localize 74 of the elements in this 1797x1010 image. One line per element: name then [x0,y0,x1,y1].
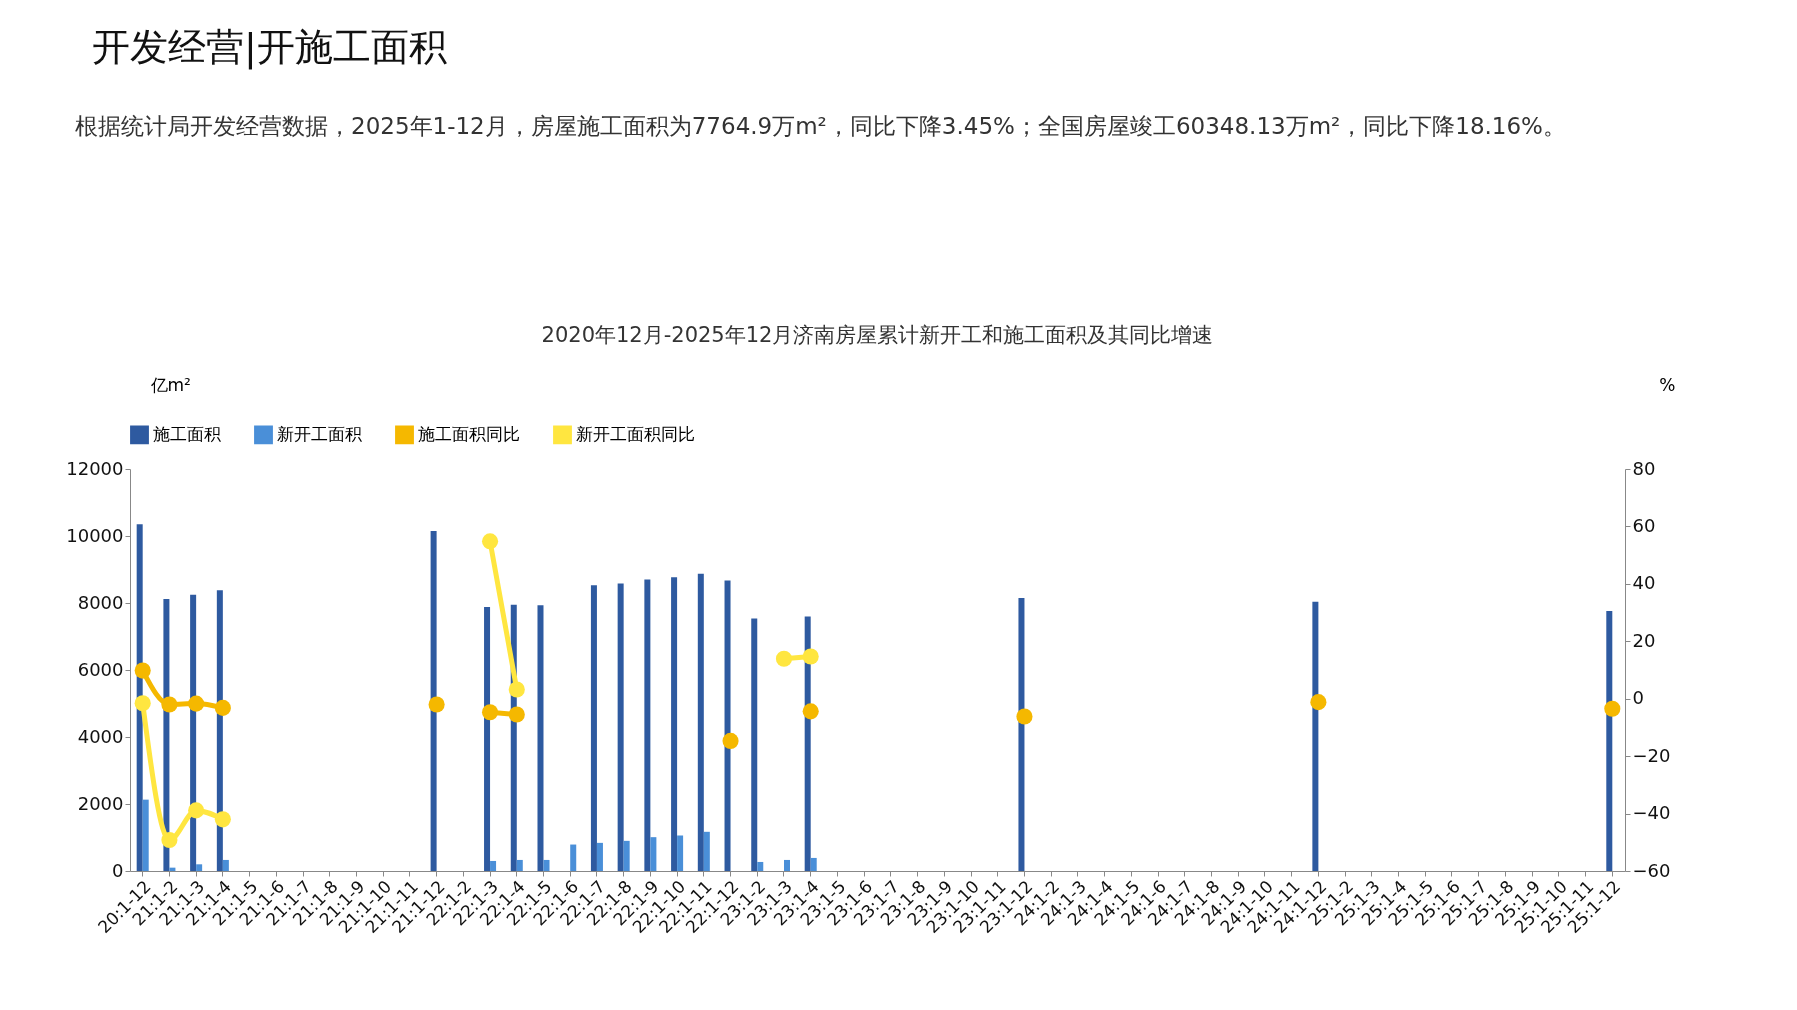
chart-title: 2020年12月-2025年12月济南房屋累计新开工和施工面积及其同比增速 [541,323,1214,347]
bar [543,859,550,871]
y2-tick-label: 40 [1632,572,1656,594]
bar [590,585,597,871]
bar [136,524,143,871]
bar [810,857,817,871]
legend-label: 施工面积 [153,423,221,444]
bar [697,573,704,871]
y2-tick-label: −20 [1632,744,1671,766]
point [188,695,205,712]
y-tick-label: 2000 [77,792,124,814]
bar [650,837,657,871]
bar [617,583,624,871]
bar [430,530,437,871]
bar [1018,597,1025,871]
bar [484,607,491,871]
bar [644,579,651,871]
bar [703,831,710,871]
y-tick-label: 8000 [77,591,124,613]
bar [1312,601,1319,871]
point [508,706,525,723]
bar [757,861,764,871]
y-tick-label: 6000 [77,658,124,680]
point [188,802,205,819]
bar [490,860,497,871]
y-tick-label: 4000 [77,725,124,747]
bar [570,844,577,871]
bar [623,840,630,871]
bar [1606,611,1613,871]
bar [196,864,203,871]
y2-tick-label: 60 [1632,514,1656,536]
point [775,650,793,667]
legend-label: 新开工面积同比 [576,423,695,444]
point [802,703,819,720]
point [802,648,819,665]
point [508,681,525,698]
point [722,732,739,749]
text: 开发经营|开施工面积 [92,24,447,72]
point [1016,708,1033,725]
point [134,695,151,712]
point [161,696,178,713]
y2-tick-label: 0 [1632,687,1644,709]
point [1604,700,1621,717]
bar [724,580,731,871]
y-axis-title: 亿m² [149,374,191,395]
point [428,696,445,713]
point [481,704,499,721]
legend-label: 施工面积同比 [418,423,520,444]
point [481,533,499,550]
y-tick-label: 0 [112,859,124,881]
bar [222,859,229,871]
bar [537,605,544,871]
y2-axis-title: % [1659,374,1676,395]
legend-label: 新开工面积 [277,423,362,444]
bar [751,618,758,871]
bar [169,867,176,871]
y2-tick-label: −60 [1632,859,1671,881]
point [134,662,151,679]
y2-tick-label: 80 [1632,457,1656,479]
point [161,831,178,849]
y2-tick-label: −40 [1632,802,1671,824]
point [214,811,231,828]
y-tick-label: 10000 [66,524,124,546]
bar [516,859,523,871]
point [1310,694,1327,711]
text: 根据统计局开发经营数据，2025年1-12月，房屋施工面积为7764.9万m²，同比下降3.45%；全国房屋竣工60348.13万m²，同比下降18.16%。 [75,112,1567,141]
y-tick-label: 12000 [66,457,124,479]
bar [142,799,149,871]
bar [671,577,678,871]
point [214,699,231,716]
bar [783,859,790,871]
bar [596,842,603,871]
bar [677,835,684,871]
y2-tick-label: 20 [1632,629,1656,651]
